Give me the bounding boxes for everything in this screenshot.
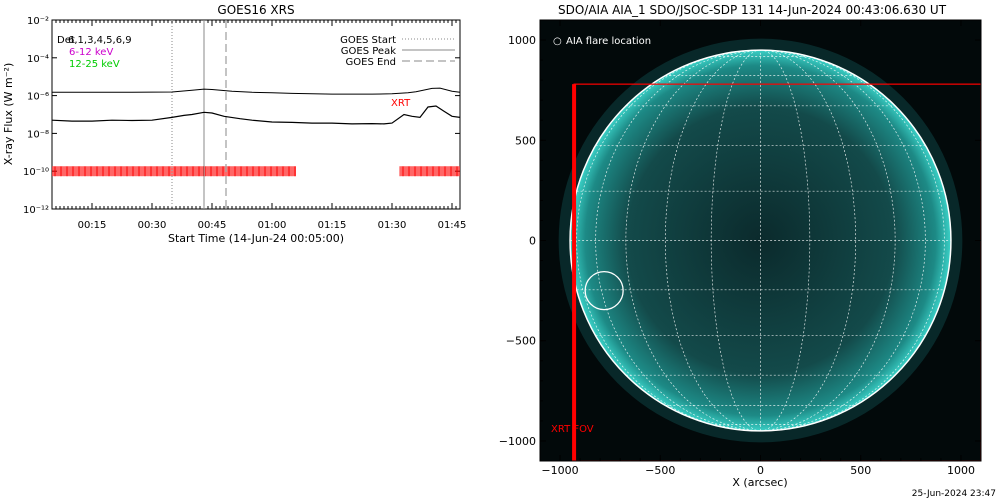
goes-series-line-2 bbox=[52, 105, 460, 125]
aia-y-tick-label: 0 bbox=[529, 235, 536, 248]
aia-y-tick-label: 500 bbox=[515, 134, 536, 147]
band-low-label: 6-12 keV bbox=[69, 47, 113, 58]
goes-series bbox=[52, 87, 460, 125]
xrt-coverage-marks bbox=[52, 166, 460, 177]
legend-goes-start: GOES Start bbox=[340, 35, 396, 46]
goes-x-tick-label: 01:00 bbox=[258, 220, 287, 231]
xrt-fov-left-edge bbox=[572, 84, 577, 461]
flare-location-marker bbox=[584, 270, 624, 311]
xrt-label: XRT bbox=[391, 98, 411, 109]
solar-limb bbox=[569, 49, 952, 432]
detector-label: Det bbox=[57, 35, 75, 46]
xrt-fov-label: XRT FOV bbox=[551, 424, 594, 435]
goes-x-axis: 00:15 00:30 00:45 01:00 01:15 01:30 01:45 bbox=[51, 20, 467, 231]
goes-y-axis-label: X-ray Flux (W m⁻²) bbox=[2, 63, 15, 165]
band-high-label: 12-25 keV bbox=[69, 59, 120, 70]
channel-list: 6,1,3,4,5,6,9 bbox=[68, 35, 132, 46]
grid-meridian bbox=[664, 49, 761, 432]
goes-x-tick-label: 01:15 bbox=[318, 220, 347, 231]
aia-y-tick-label: 1000 bbox=[508, 34, 536, 47]
legend-goes-end: GOES End bbox=[346, 57, 396, 68]
goes-x-tick-label: 00:45 bbox=[198, 220, 227, 231]
flare-legend-text: AIA flare location bbox=[566, 36, 651, 47]
grid-meridian bbox=[576, 49, 761, 432]
goes-y-tick-label: 10⁻⁸ bbox=[27, 129, 49, 140]
grid-meridian bbox=[760, 49, 857, 432]
flare-legend-symbol: ○ bbox=[553, 36, 562, 47]
goes-event-markers bbox=[171, 20, 227, 209]
aia-x-axis: −1000 −500 0 500 1000 bbox=[539, 20, 982, 477]
aia-x-axis-label: X (arcsec) bbox=[732, 476, 787, 489]
heliographic-grid bbox=[569, 49, 952, 432]
aia-y-axis: −1000 −500 0 500 1000 bbox=[499, 19, 981, 462]
aia-x-tick-label: 0 bbox=[757, 464, 764, 477]
goes-panel: GOES16 XRS 10⁻² 10⁻⁴ 10⁻⁶ 10⁻⁸ 10⁻¹⁰ 10⁻¹² 00… bbox=[2, 3, 466, 245]
goes-y-tick-label: 10⁻¹⁰ bbox=[23, 167, 49, 178]
aia-y-tick-label: −500 bbox=[506, 335, 536, 348]
goes-y-tick-label: 10⁻⁶ bbox=[27, 92, 49, 103]
goes-x-axis-label: Start Time (14-Jun-24 00:05:00) bbox=[168, 232, 344, 245]
aia-x-tick-label: −1000 bbox=[541, 464, 578, 477]
footer-timestamp: 25-Jun-2024 23:47 bbox=[912, 489, 996, 499]
aia-x-tick-label: −500 bbox=[645, 464, 675, 477]
aia-title: SDO/AIA AIA_1 SDO/JSOC-SDP 131 14-Jun-20… bbox=[558, 3, 947, 17]
goes-x-tick-label: 01:45 bbox=[438, 220, 467, 231]
goes-x-tick-label: 01:30 bbox=[378, 220, 407, 231]
legend-goes-peak: GOES Peak bbox=[341, 46, 396, 57]
goes-x-tick-label: 00:30 bbox=[138, 220, 167, 231]
aia-x-tick-label: 1000 bbox=[947, 464, 975, 477]
goes-y-tick-label: 10⁻⁴ bbox=[27, 54, 49, 65]
grid-meridian bbox=[760, 49, 945, 432]
goes-y-tick-label: 10⁻¹² bbox=[23, 205, 49, 216]
goes-y-tick-label: 10⁻² bbox=[27, 16, 49, 27]
aia-y-tick-label: −1000 bbox=[499, 435, 536, 448]
aia-x-tick-label: 500 bbox=[850, 464, 871, 477]
aia-panel: SDO/AIA AIA_1 SDO/JSOC-SDP 131 14-Jun-20… bbox=[499, 3, 982, 489]
grid-meridian bbox=[760, 49, 811, 432]
goes-title: GOES16 XRS bbox=[217, 3, 294, 17]
goes-series-line-1 bbox=[52, 87, 460, 95]
grid-meridian bbox=[625, 49, 761, 432]
goes-x-tick-label: 00:15 bbox=[78, 220, 107, 231]
